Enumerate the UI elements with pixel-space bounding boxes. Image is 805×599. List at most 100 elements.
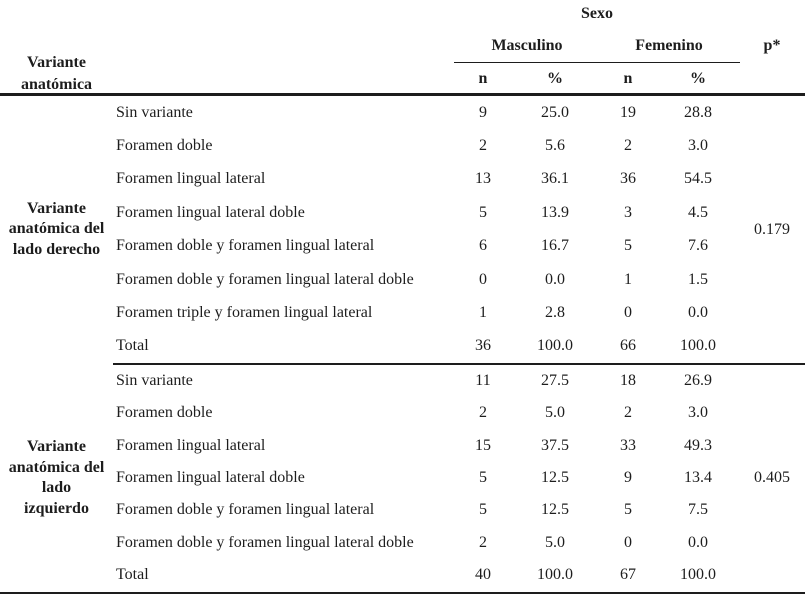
table-row: Sin variante 9 25.0 19 28.8	[113, 96, 805, 129]
table-bottom-rule	[0, 591, 805, 595]
subcol-header-masculino-n: n	[478, 70, 488, 87]
cell-femenino-n: 5	[624, 501, 632, 519]
table-row: Foramen lingual lateral 13 36.1 36 54.5	[113, 163, 805, 196]
table-row: Foramen lingual lateral 15 37.5 33 49.3	[113, 429, 805, 461]
cell-masculino-pct: 27.5	[541, 371, 569, 389]
section-lado-izquierdo: Variante anatómica del lado izquierdo Si…	[0, 365, 805, 592]
row-label: Sin variante	[116, 103, 193, 121]
table-row-total: Total 36 100.0 66 100.0	[113, 330, 805, 363]
cell-masculino-pct: 25.0	[541, 103, 569, 121]
row-label: Foramen lingual lateral doble	[116, 469, 305, 487]
table-row: Foramen lingual lateral doble 5 13.9 3 4…	[113, 196, 805, 229]
sexo-group-underline	[454, 61, 740, 63]
table-row: Foramen doble y foramen lingual lateral …	[113, 230, 805, 263]
cell-femenino-pct: 3.0	[688, 404, 708, 422]
column-header-femenino: Femenino	[635, 37, 703, 54]
cell-femenino-pct: 26.9	[684, 371, 712, 389]
cell-masculino-pct: 16.7	[541, 237, 569, 255]
table-row: Foramen doble 2 5.6 2 3.0	[113, 129, 805, 162]
cell-femenino-n: 0	[624, 533, 632, 551]
subcol-header-femenino-pct: %	[690, 70, 706, 87]
cell-masculino-n: 36	[475, 337, 491, 355]
row-group-header-lado-derecho: Variante anatómica del lado derecho	[8, 199, 105, 258]
row-label: Foramen lingual lateral	[116, 170, 266, 188]
cell-femenino-n: 1	[624, 270, 632, 288]
cell-masculino-n: 11	[475, 371, 491, 389]
cell-masculino-n: 13	[475, 170, 491, 188]
cell-masculino-pct: 37.5	[541, 436, 569, 454]
cell-femenino-n: 67	[620, 566, 636, 584]
cell-masculino-n: 2	[479, 137, 487, 155]
cell-masculino-n: 40	[475, 566, 491, 584]
cell-masculino-n: 5	[479, 203, 487, 221]
cell-masculino-pct: 0.0	[545, 270, 565, 288]
table-row: Foramen doble y foramen lingual lateral …	[113, 527, 805, 559]
table-row: Foramen doble 2 5.0 2 3.0	[113, 397, 805, 429]
cell-masculino-n: 2	[479, 404, 487, 422]
cell-masculino-n: 2	[479, 533, 487, 551]
row-label: Sin variante	[116, 371, 193, 389]
column-group-header-sexo: Sexo	[581, 5, 613, 22]
cell-masculino-n: 6	[479, 237, 487, 255]
cell-femenino-pct: 54.5	[684, 170, 712, 188]
cell-femenino-n: 3	[624, 203, 632, 221]
cell-femenino-n: 19	[620, 103, 636, 121]
cell-femenino-n: 33	[620, 436, 636, 454]
cell-masculino-n: 5	[479, 469, 487, 487]
cell-femenino-pct: 100.0	[680, 337, 716, 355]
row-label: Foramen doble	[116, 404, 213, 422]
cell-femenino-n: 5	[624, 237, 632, 255]
row-label: Foramen doble y foramen lingual lateral …	[116, 270, 414, 288]
cell-femenino-pct: 28.8	[684, 103, 712, 121]
cell-femenino-pct: 0.0	[688, 533, 708, 551]
cell-masculino-pct: 2.8	[545, 303, 565, 321]
row-label: Total	[116, 566, 149, 584]
cell-femenino-pct: 3.0	[688, 137, 708, 155]
table-row: Foramen doble y foramen lingual lateral …	[113, 494, 805, 526]
cell-femenino-pct: 49.3	[684, 436, 712, 454]
table-row-total: Total 40 100.0 67 100.0	[113, 559, 805, 591]
cell-femenino-pct: 1.5	[688, 270, 708, 288]
header-divider-rule	[0, 93, 805, 96]
section-lado-derecho: Variante anatómica del lado derecho Sin …	[0, 96, 805, 363]
row-label: Foramen doble y foramen lingual lateral	[116, 501, 375, 519]
p-value-lado-derecho: 0.179	[754, 220, 790, 238]
cell-masculino-n: 15	[475, 436, 491, 454]
cell-masculino-pct: 5.0	[545, 404, 565, 422]
cell-femenino-n: 9	[624, 469, 632, 487]
cell-masculino-n: 5	[479, 501, 487, 519]
table-row: Foramen lingual lateral doble 5 12.5 9 1…	[113, 462, 805, 494]
section-rows: Sin variante 11 27.5 18 26.9 Foramen dob…	[113, 365, 805, 592]
row-group-header-lado-izquierdo: Variante anatómica del lado izquierdo	[8, 438, 105, 517]
section-divider-rule	[113, 363, 805, 365]
cell-masculino-pct: 12.5	[541, 501, 569, 519]
subheader-row: n % n %	[455, 70, 739, 88]
column-header-masculino: Masculino	[491, 37, 563, 54]
table-row: Sin variante 11 27.5 18 26.9	[113, 365, 805, 397]
row-label: Foramen doble y foramen lingual lateral …	[116, 533, 414, 551]
cell-femenino-n: 36	[620, 170, 636, 188]
cell-femenino-n: 2	[624, 137, 632, 155]
row-label: Foramen doble	[116, 137, 213, 155]
subcol-header-femenino-n: n	[623, 70, 633, 87]
cell-femenino-n: 2	[624, 404, 632, 422]
subcol-header-masculino-pct: %	[547, 70, 563, 87]
cell-masculino-n: 0	[479, 270, 487, 288]
cell-masculino-pct: 36.1	[541, 170, 569, 188]
row-label: Foramen doble y foramen lingual lateral	[116, 237, 375, 255]
column-header-p-value: p*	[763, 37, 781, 54]
row-label: Foramen lingual lateral	[116, 436, 266, 454]
cell-masculino-pct: 5.6	[545, 137, 565, 155]
row-label: Foramen triple y foramen lingual lateral	[116, 303, 373, 321]
cell-masculino-n: 9	[479, 103, 487, 121]
cell-femenino-n: 18	[620, 371, 636, 389]
cell-femenino-n: 0	[624, 303, 632, 321]
cell-masculino-pct: 12.5	[541, 469, 569, 487]
cell-masculino-pct: 100.0	[537, 566, 573, 584]
table-body: Variante anatómica del lado derecho Sin …	[0, 96, 805, 592]
p-value-lado-izquierdo: 0.405	[754, 469, 790, 487]
cell-femenino-pct: 7.6	[688, 237, 708, 255]
cell-femenino-pct: 4.5	[688, 203, 708, 221]
cell-femenino-pct: 7.5	[688, 501, 708, 519]
